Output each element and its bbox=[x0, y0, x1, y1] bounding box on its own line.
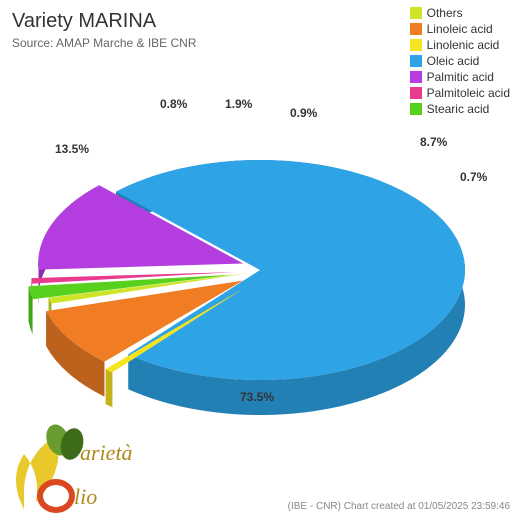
slice-label: 0.7% bbox=[460, 170, 487, 184]
legend-item: Oleic acid bbox=[410, 54, 510, 68]
legend-item: Palmitic acid bbox=[410, 70, 510, 84]
svg-text:arietà: arietà bbox=[80, 440, 133, 465]
legend-item: Palmitoleic acid bbox=[410, 86, 510, 100]
slice-label: 0.9% bbox=[290, 106, 317, 120]
slice-label: 8.7% bbox=[420, 135, 447, 149]
legend-swatch bbox=[410, 55, 422, 67]
chart-subtitle: Source: AMAP Marche & IBE CNR bbox=[12, 36, 197, 50]
legend-swatch bbox=[410, 39, 422, 51]
legend-label: Others bbox=[427, 6, 463, 20]
legend-label: Oleic acid bbox=[427, 54, 480, 68]
legend-label: Linoleic acid bbox=[427, 22, 493, 36]
legend-swatch bbox=[410, 71, 422, 83]
legend-item: Others bbox=[410, 6, 510, 20]
legend-label: Palmitic acid bbox=[427, 70, 494, 84]
legend-swatch bbox=[410, 7, 422, 19]
slice-label: 0.8% bbox=[160, 97, 187, 111]
legend-label: Palmitoleic acid bbox=[427, 86, 510, 100]
logo: arietà lio bbox=[6, 424, 166, 514]
pie-slice-side bbox=[106, 369, 113, 407]
svg-text:lio: lio bbox=[74, 484, 97, 509]
legend-swatch bbox=[410, 23, 422, 35]
slice-label: 13.5% bbox=[55, 142, 89, 156]
slice-label: 1.9% bbox=[225, 97, 252, 111]
legend-item: Linoleic acid bbox=[410, 22, 510, 36]
legend-item: Linolenic acid bbox=[410, 38, 510, 52]
legend-swatch bbox=[410, 87, 422, 99]
chart-title: Variety MARINA bbox=[12, 10, 156, 33]
legend-label: Linolenic acid bbox=[427, 38, 500, 52]
slice-label: 73.5% bbox=[240, 390, 274, 404]
chart-footer: (IBE - CNR) Chart created at 01/05/2025 … bbox=[288, 501, 510, 512]
